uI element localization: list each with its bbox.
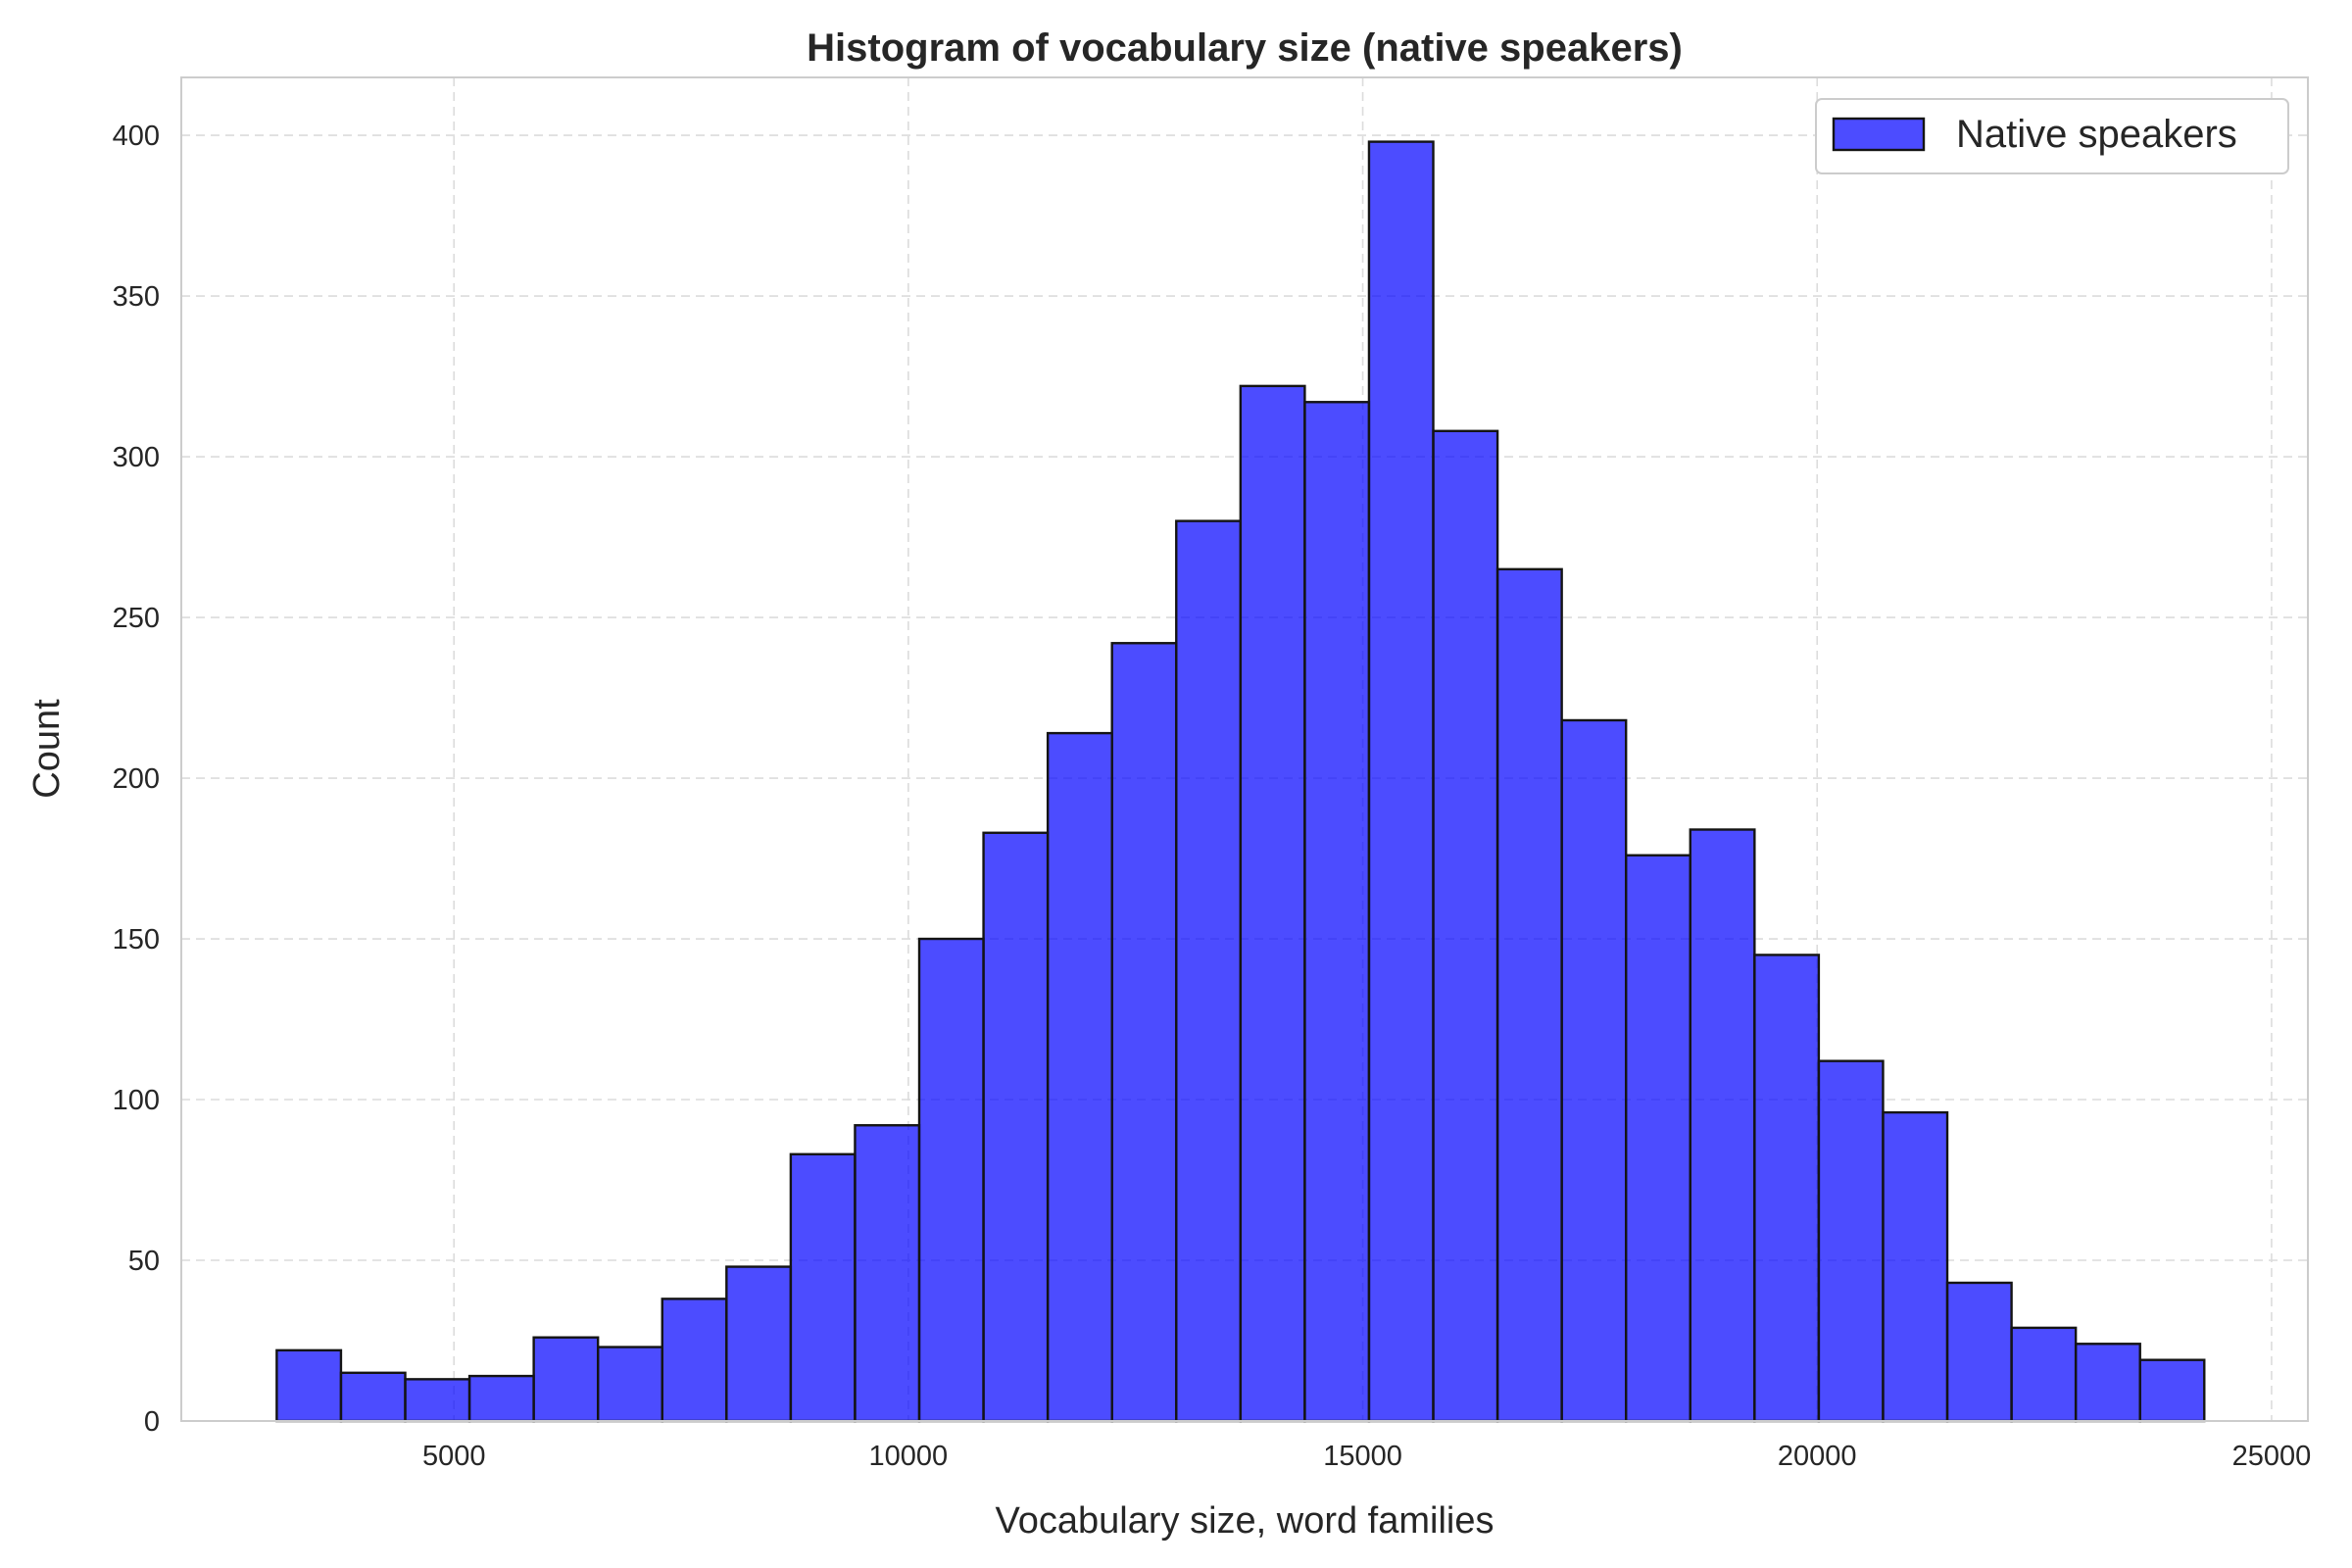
y-tick-label: 400 (113, 121, 160, 152)
y-tick-label: 100 (113, 1085, 160, 1116)
x-tick-label: 20000 (1778, 1441, 1857, 1472)
histogram-bar (1239, 384, 1306, 1423)
histogram-bar (596, 1346, 663, 1423)
histogram-bar (339, 1371, 407, 1423)
histogram-bar (1945, 1281, 2013, 1423)
x-tick-label: 25000 (2232, 1441, 2312, 1472)
histogram-bar (1175, 519, 1243, 1423)
histogram-bar (1367, 140, 1435, 1423)
plot-frame (180, 76, 2309, 1422)
histogram-bar (1495, 567, 1563, 1423)
histogram-bar (2074, 1343, 2141, 1423)
histogram-bar (532, 1336, 600, 1423)
legend-label: Native speakers (1956, 113, 2237, 156)
histogram-bars (275, 140, 2206, 1423)
legend: Native speakers (1815, 98, 2289, 174)
histogram-bar (2010, 1326, 2078, 1423)
histogram-bar (1689, 828, 1756, 1423)
histogram-bar (1817, 1059, 1885, 1423)
histogram-bar (917, 937, 985, 1423)
histogram-bar (404, 1378, 471, 1423)
chart-title: Histogram of vocabulary size (native spe… (807, 26, 1683, 70)
histogram-bar (1625, 854, 1691, 1423)
histogram-bar (1303, 401, 1371, 1423)
x-axis-label: Vocabulary size, word families (996, 1500, 1494, 1542)
histogram-bar (982, 831, 1050, 1423)
y-axis-label: Count (26, 699, 68, 799)
histogram-bar (789, 1152, 857, 1423)
legend-swatch (1832, 117, 1926, 152)
y-tick-label: 300 (113, 442, 160, 473)
y-tick-label: 0 (144, 1406, 160, 1438)
histogram-bar (1560, 718, 1628, 1423)
histogram-bar (1046, 731, 1113, 1423)
histogram-bar (467, 1374, 535, 1423)
y-tick-label: 150 (113, 924, 160, 956)
histogram-bar (1882, 1110, 1949, 1423)
y-tick-label: 350 (113, 281, 160, 313)
histogram-bar (725, 1265, 793, 1423)
histogram-bar (275, 1348, 343, 1423)
y-tick-label: 50 (128, 1246, 160, 1277)
legend-box (1815, 98, 2289, 174)
histogram-bar (661, 1298, 728, 1423)
histogram-bar (2138, 1358, 2206, 1423)
x-tick-label: 15000 (1323, 1441, 1402, 1472)
histogram-bar (1432, 429, 1499, 1423)
histogram-bar (1110, 642, 1178, 1423)
y-tick-label: 200 (113, 763, 160, 795)
histogram-bar (854, 1124, 921, 1423)
y-axis-ticks: 0 50 100 150 200 250 300 350 400 (113, 121, 160, 1438)
x-tick-label: 5000 (422, 1441, 486, 1472)
x-tick-label: 10000 (869, 1441, 949, 1472)
y-tick-label: 250 (113, 603, 160, 634)
x-axis-ticks: 5000 10000 15000 20000 25000 (422, 1441, 2311, 1472)
histogram-bar (1753, 954, 1821, 1423)
